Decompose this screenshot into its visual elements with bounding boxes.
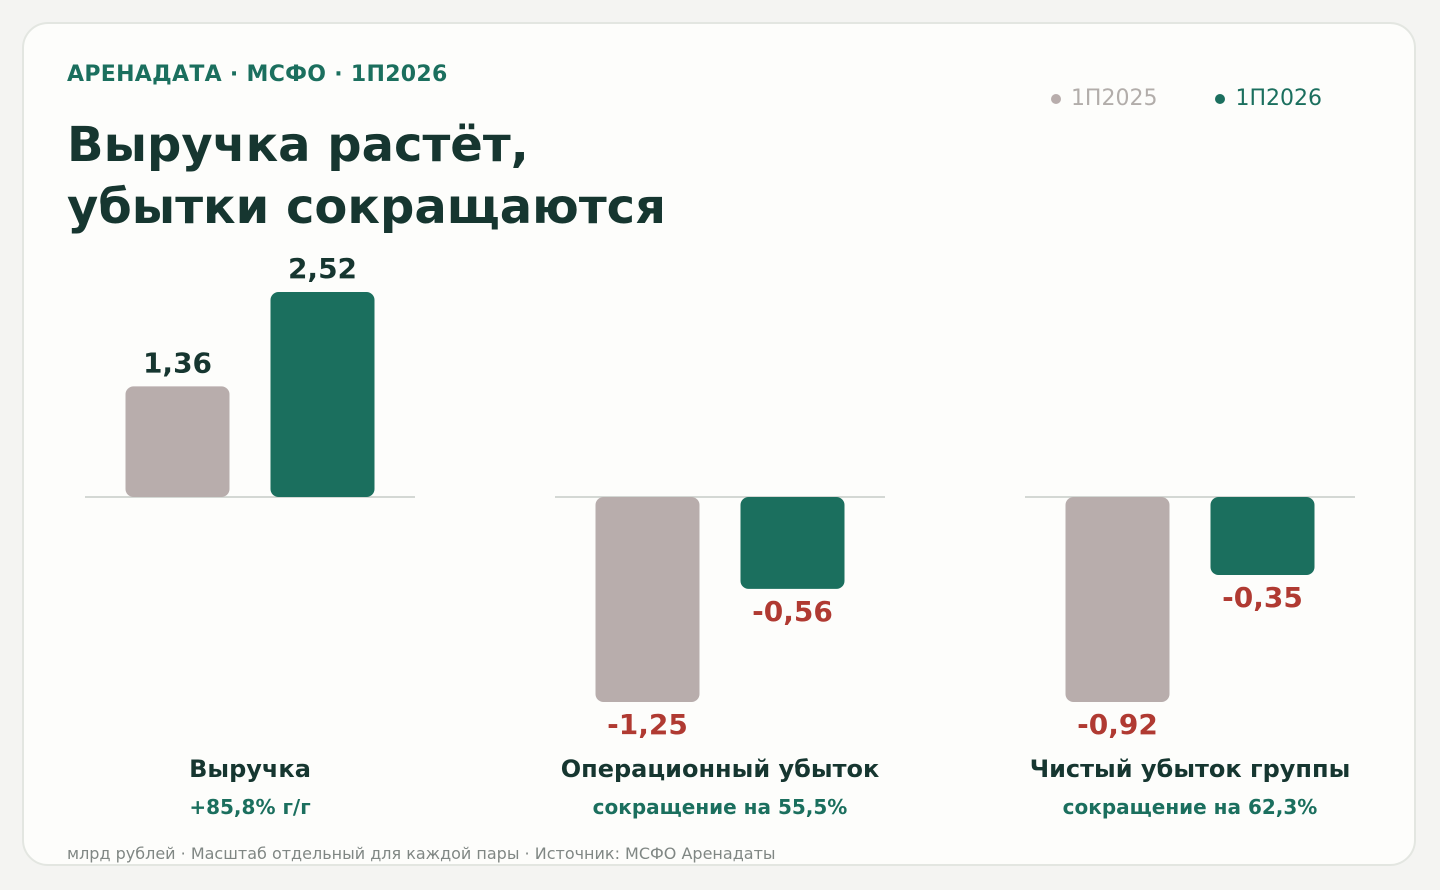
category-label-0: Выручка [189,755,311,783]
category-change-0: +85,8% г/г [189,795,310,819]
bar-2-1 [1210,497,1315,575]
title-line-2: убытки сокращаются [67,179,666,235]
page-title: Выручка растёт, убытки сокращаются [67,114,666,238]
legend-label-2026: 1П2026 [1235,86,1322,111]
data-label-0-1: 2,52 [288,252,357,285]
bar-1-1 [740,497,845,589]
legend-dot-2026 [1215,93,1226,104]
bar-2-0 [1065,497,1170,702]
legend-item-2025: 1П2025 [1050,86,1158,111]
bar-0-0 [125,386,230,497]
category-change-1: сокращение на 55,5% [593,795,848,819]
footnote: млрд рублей · Масштаб отдельный для кажд… [67,844,776,863]
legend-label-2025: 1П2025 [1070,86,1158,111]
data-label-2-1: -0,35 [1222,581,1303,614]
legend-dot-2025 [1050,93,1061,104]
data-label-2-0: -0,92 [1077,708,1158,741]
legend: 1П2025 1П2026 [1050,86,1322,111]
title-line-1: Выручка растёт, [67,117,529,173]
data-label-1-1: -0,56 [752,595,833,628]
data-label-1-0: -1,25 [607,708,688,741]
category-label-1: Операционный убыток [561,755,880,783]
category-label-2: Чистый убыток группы [1030,755,1351,783]
chart-card: АРЕНАДАТА · МСФО · 1П2026 Выручка растёт… [22,22,1416,866]
legend-item-2026: 1П2026 [1215,86,1322,111]
bar-1-0 [595,497,700,702]
data-label-0-0: 1,36 [143,346,212,379]
eyebrow-label: АРЕНАДАТА · МСФО · 1П2026 [67,62,448,87]
bar-0-1 [270,292,375,497]
category-change-2: сокращение на 62,3% [1063,795,1318,819]
